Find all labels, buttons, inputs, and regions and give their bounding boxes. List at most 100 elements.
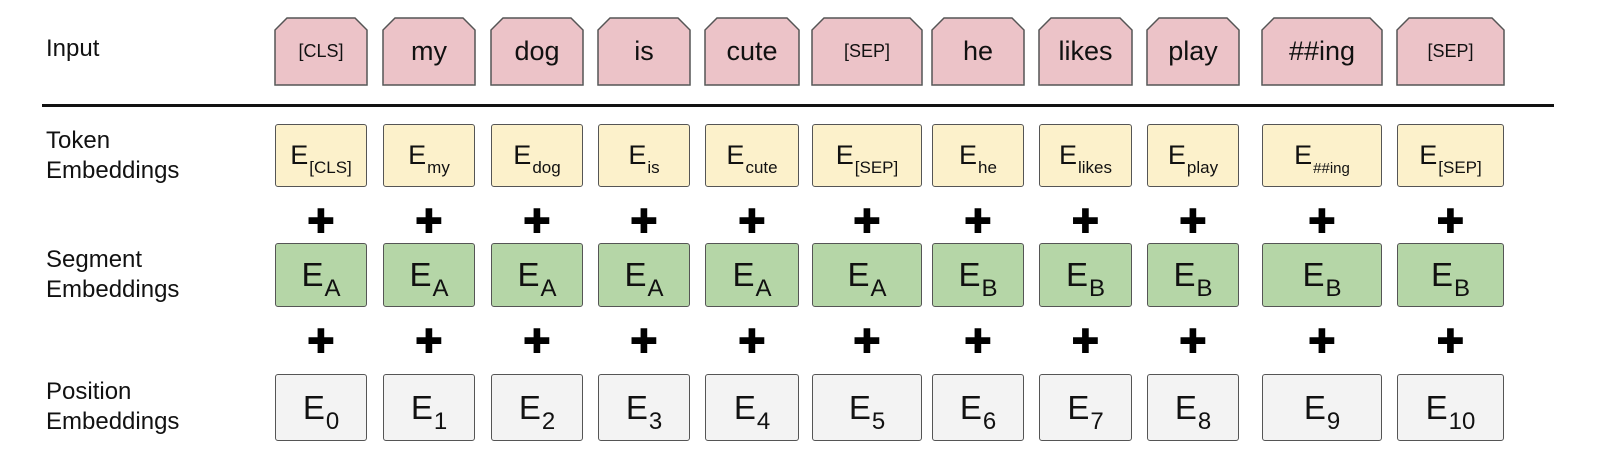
input-token-box: play (1147, 18, 1239, 85)
embedding-symbol: E (302, 388, 325, 426)
embedding-symbol: E (847, 256, 870, 293)
input-token-text: my (411, 36, 447, 66)
input-token-text: [SEP] (1427, 41, 1474, 61)
input-token-box: [SEP] (812, 18, 922, 85)
embedding-subscript: 5 (871, 407, 886, 435)
token-embedding-box-label: E ##ing (1294, 140, 1350, 177)
input-token-box: dog (491, 18, 583, 85)
embedding-subscript: A (324, 275, 341, 302)
input-token-box: [CLS] (275, 18, 367, 85)
embedding-symbol: E (1419, 140, 1438, 170)
embedding-symbol: E (1294, 140, 1313, 170)
embedding-subscript: 4 (756, 407, 771, 435)
embedding-symbol: E (1058, 140, 1077, 170)
embedding-symbol: E (1174, 388, 1197, 426)
row-label-position-line2: Embeddings (46, 408, 180, 435)
plus-icon: ✚ (1071, 323, 1100, 361)
embedding-subscript: A (540, 275, 557, 302)
plus-icon: ✚ (1178, 203, 1208, 241)
row-label-token-line1: Token (46, 127, 111, 154)
embedding-symbol: E (1065, 256, 1088, 293)
token-embedding-box-label: E [SEP] (1419, 140, 1481, 177)
embedding-symbol: E (959, 140, 978, 170)
row-label-token-line2: Embeddings (46, 157, 180, 184)
embedding-symbol: E (1167, 140, 1186, 170)
embedding-subscript: my (427, 158, 450, 177)
input-token-box: is (598, 18, 690, 85)
embedding-symbol: E (408, 140, 427, 170)
token-embedding-box-label: E [CLS] (290, 140, 352, 177)
embedding-subscript: 6 (982, 407, 997, 435)
embedding-subscript: A (432, 275, 449, 302)
plus-icon: ✚ (1436, 203, 1465, 241)
embedding-symbol: E (958, 256, 981, 293)
plus-icon: ✚ (629, 203, 659, 241)
embedding-symbol: E (518, 388, 541, 426)
plus-icon: ✚ (1307, 323, 1337, 361)
embedding-subscript: [SEP] (1438, 158, 1482, 177)
embedding-symbol: E (1173, 256, 1196, 293)
plus-icon: ✚ (629, 323, 659, 361)
position-embedding-box: E 10 (1397, 374, 1504, 441)
embedding-symbol: E (959, 388, 982, 426)
embedding-subscript: play (1186, 158, 1219, 177)
input-token-box: likes (1039, 18, 1132, 85)
embedding-subscript: [CLS] (309, 158, 352, 177)
plus-icon: ✚ (1436, 323, 1465, 361)
input-token-text: dog (514, 36, 560, 66)
input-token-box: cute (705, 18, 799, 85)
row-label-segment-line1: Segment (46, 246, 143, 273)
embedding-subscript: likes (1078, 158, 1113, 177)
plus-icon: ✚ (852, 203, 882, 241)
input-token-text: ##ing (1288, 36, 1356, 66)
plus-icon: ✚ (852, 323, 882, 361)
input-token-text: likes (1058, 36, 1113, 66)
input-divider-line (42, 104, 1554, 107)
embedding-symbol: E (732, 256, 755, 293)
embedding-subscript: 7 (1090, 407, 1104, 435)
embedding-subscript: B (1196, 275, 1213, 302)
plus-icon: ✚ (963, 203, 993, 241)
input-token-text: cute (726, 36, 778, 66)
input-token-box: [SEP] (1397, 18, 1504, 85)
plus-icon: ✚ (1307, 203, 1337, 241)
embedding-subscript: 0 (325, 407, 340, 435)
embedding-symbol: E (513, 140, 532, 170)
plus-icon: ✚ (1178, 323, 1208, 361)
embedding-symbol: E (517, 256, 540, 293)
input-token-text: he (962, 36, 994, 66)
embedding-symbol: E (1425, 388, 1448, 426)
token-embedding-box-label: E [SEP] (836, 140, 898, 177)
embedding-symbol: E (301, 256, 324, 293)
embedding-subscript: A (647, 275, 664, 302)
plus-icon: ✚ (414, 203, 444, 241)
